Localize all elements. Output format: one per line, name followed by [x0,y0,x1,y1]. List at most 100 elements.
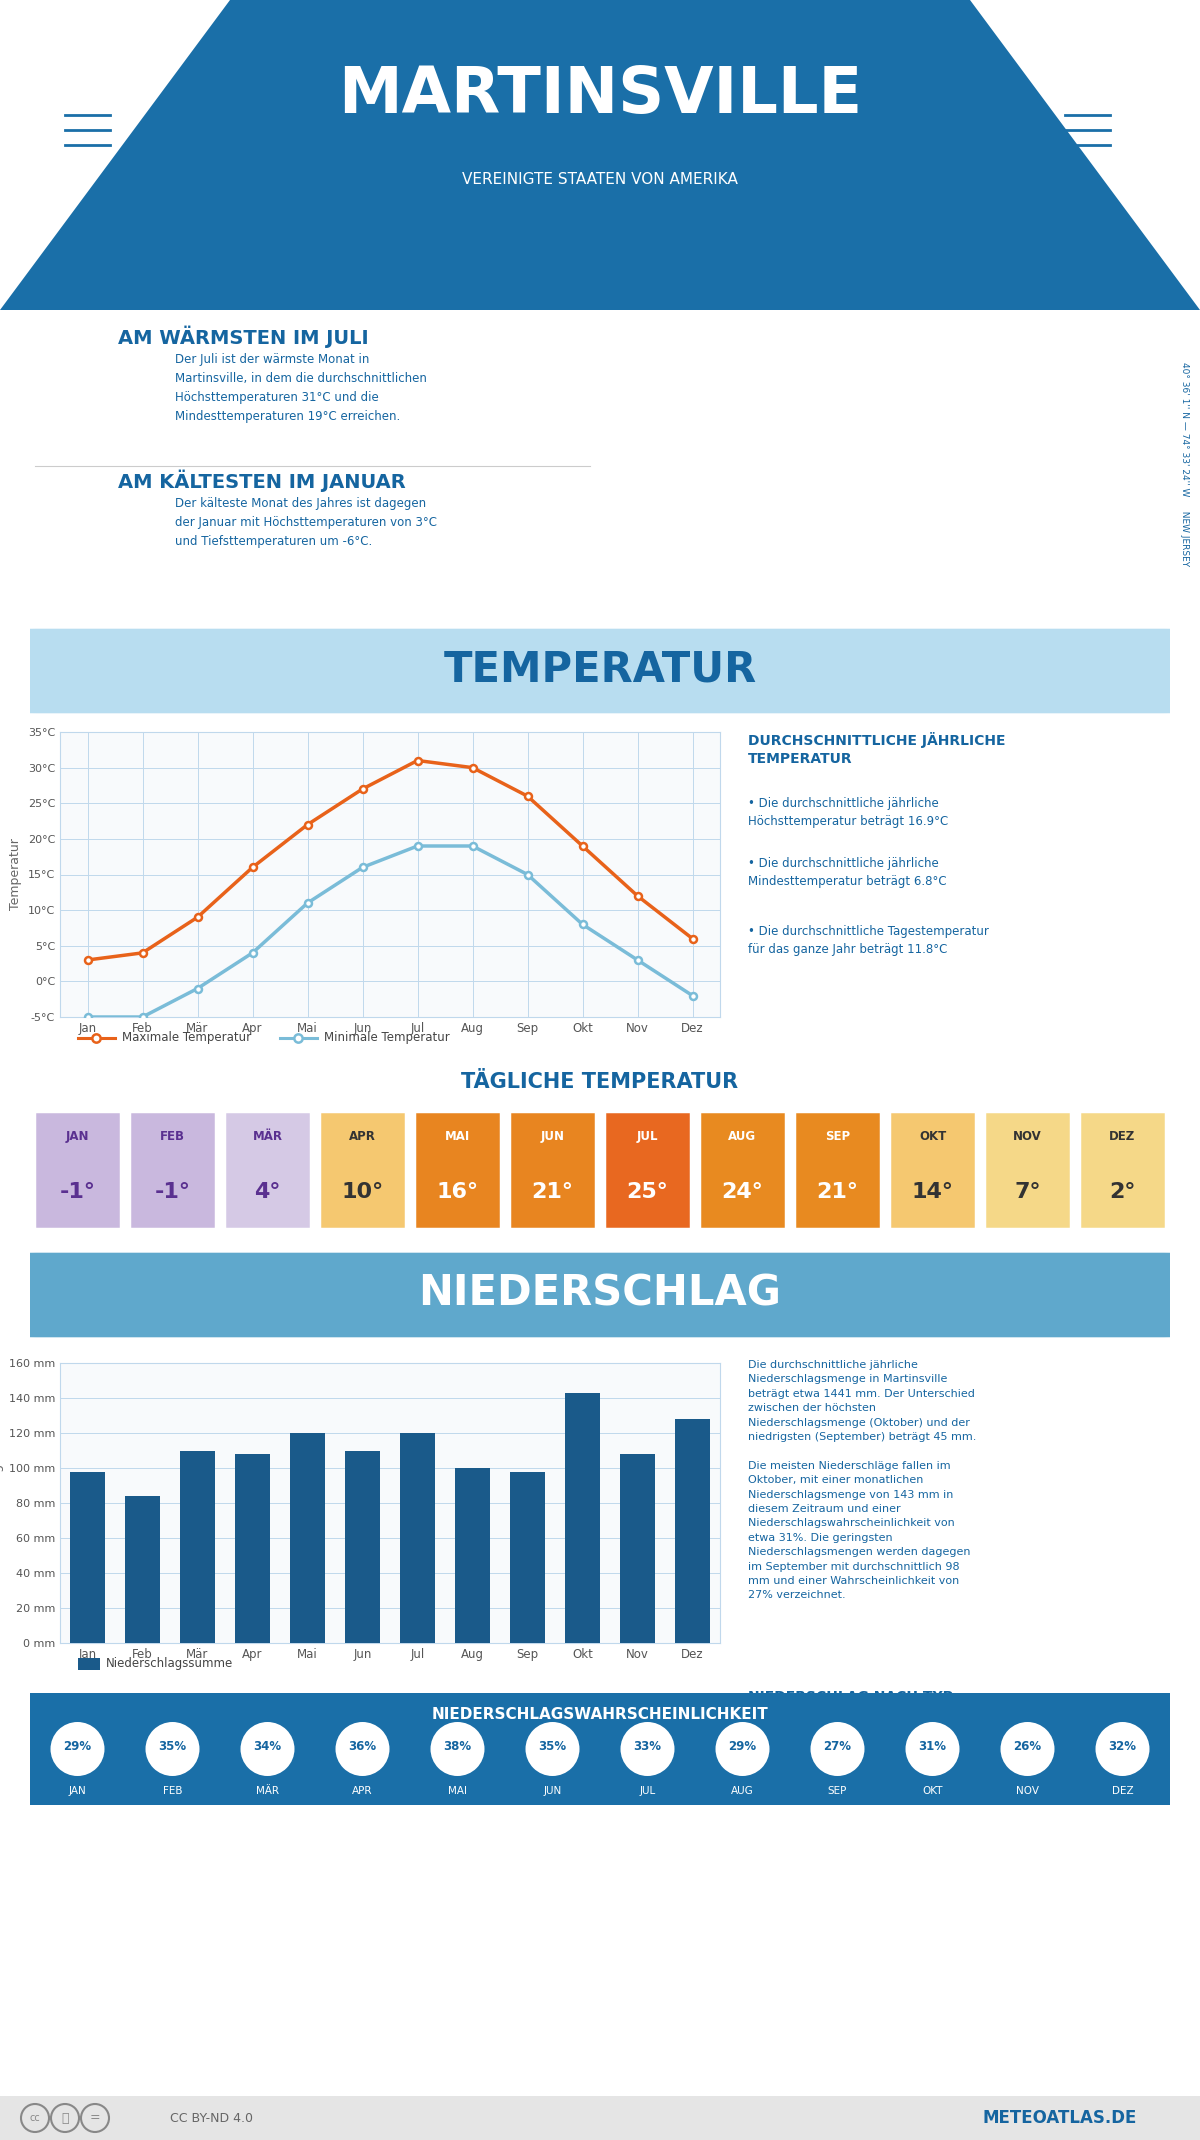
Bar [78,1658,100,1669]
Text: FEB: FEB [163,1787,182,1795]
Circle shape [1096,1723,1150,1776]
Bar [794,1111,881,1228]
Text: DURCHSCHNITTLICHE JÄHRLICHE
TEMPERATUR: DURCHSCHNITTLICHE JÄHRLICHE TEMPERATUR [748,732,1006,766]
Bar [1079,1111,1166,1228]
Text: CC BY-ND 4.0: CC BY-ND 4.0 [170,2112,253,2125]
Text: -1°: -1° [155,1181,191,1203]
Text: 7°: 7° [1014,1181,1040,1203]
Text: 25°: 25° [626,1181,668,1203]
Text: MÄR: MÄR [252,1130,282,1143]
Text: 29%: 29% [728,1740,756,1753]
Text: DEZ: DEZ [1111,1787,1133,1795]
Text: • Schnee: 10%: • Schnee: 10% [748,1742,835,1757]
Bar [319,1111,406,1228]
Bar [71,1472,104,1644]
Text: Die durchschnittliche jährliche
Niederschlagsmenge in Martinsville
beträgt etwa : Die durchschnittliche jährliche Niedersc… [748,1361,977,1601]
Text: APR: APR [353,1787,373,1795]
Bar [984,1111,1072,1228]
Text: 4°: 4° [254,1181,281,1203]
Circle shape [50,1723,104,1776]
Text: 21°: 21° [532,1181,574,1203]
Text: MAI: MAI [445,1130,470,1143]
Text: NIEDERSCHLAG: NIEDERSCHLAG [419,1271,781,1314]
Bar [235,1453,270,1644]
Text: NOV: NOV [1016,1787,1039,1795]
Text: • Regen: 90%: • Regen: 90% [748,1714,829,1727]
Text: AM KÄLTESTEN IM JANUAR: AM KÄLTESTEN IM JANUAR [118,471,406,492]
Text: 35%: 35% [539,1740,566,1753]
Circle shape [715,1723,769,1776]
Text: • Die durchschnittliche jährliche
Höchsttemperatur beträgt 16.9°C: • Die durchschnittliche jährliche Höchst… [748,796,948,828]
Bar [34,1111,121,1228]
Text: JUN: JUN [544,1787,562,1795]
Text: Maximale Temperatur: Maximale Temperatur [122,1031,251,1044]
Text: VEREINIGTE STAATEN VON AMERIKA: VEREINIGTE STAATEN VON AMERIKA [462,173,738,188]
Bar [401,1434,434,1644]
Text: MAI: MAI [448,1787,467,1795]
Bar [128,1111,216,1228]
Text: 2°: 2° [1109,1181,1135,1203]
Circle shape [620,1723,674,1776]
Text: SEP: SEP [828,1787,847,1795]
Bar [290,1434,324,1644]
FancyBboxPatch shape [1,629,1199,713]
Polygon shape [970,0,1200,310]
Text: TÄGLICHE TEMPERATUR: TÄGLICHE TEMPERATUR [462,1072,738,1091]
Text: -1°: -1° [60,1181,96,1203]
Text: 31%: 31% [918,1740,947,1753]
Text: 27%: 27% [823,1740,852,1753]
Text: cc: cc [30,2112,41,2123]
Bar [126,1496,160,1644]
Circle shape [336,1723,390,1776]
Text: Minimale Temperatur: Minimale Temperatur [324,1031,450,1044]
Text: Der Juli ist der wärmste Monat in
Martinsville, in dem die durchschnittlichen
Hö: Der Juli ist der wärmste Monat in Martin… [175,353,427,424]
Circle shape [1001,1723,1055,1776]
Bar [698,1111,786,1228]
Text: 34%: 34% [253,1740,282,1753]
Y-axis label: Temperatur: Temperatur [10,839,23,910]
Text: MÄR: MÄR [256,1787,278,1795]
Text: MARTINSVILLE: MARTINSVILLE [338,64,862,126]
Text: 26%: 26% [1014,1740,1042,1753]
Bar [346,1451,379,1644]
Text: OKT: OKT [923,1787,943,1795]
Text: 36%: 36% [348,1740,377,1753]
Circle shape [431,1723,485,1776]
Bar [456,1468,490,1644]
Text: NOV: NOV [1013,1130,1042,1143]
Text: JAN: JAN [66,1130,89,1143]
Bar [620,1453,654,1644]
Bar [224,1111,311,1228]
Circle shape [240,1723,294,1776]
Text: 38%: 38% [444,1740,472,1753]
Text: NIEDERSCHLAG NACH TYP: NIEDERSCHLAG NACH TYP [748,1691,953,1703]
Bar [565,1393,600,1644]
Bar [889,1111,977,1228]
Text: 10°: 10° [341,1181,384,1203]
Text: 21°: 21° [816,1181,858,1203]
Text: AUG: AUG [728,1130,756,1143]
Text: JUL: JUL [637,1130,659,1143]
Circle shape [810,1723,864,1776]
Text: JUL: JUL [640,1787,655,1795]
FancyBboxPatch shape [1,1252,1199,1338]
Text: 40° 36' 1'' N — 74° 33' 24'' W     NEW JERSEY: 40° 36' 1'' N — 74° 33' 24'' W NEW JERSE… [1181,362,1189,567]
Text: 29%: 29% [64,1740,91,1753]
Text: Niederschlagssumme: Niederschlagssumme [106,1658,233,1671]
Text: JUN: JUN [540,1130,564,1143]
Text: 16°: 16° [437,1181,479,1203]
Text: • Die durchschnittliche jährliche
Mindesttemperatur beträgt 6.8°C: • Die durchschnittliche jährliche Mindes… [748,856,947,888]
Text: FEB: FEB [160,1130,185,1143]
Text: =: = [90,2112,101,2125]
Text: AUG: AUG [731,1787,754,1795]
Text: 14°: 14° [912,1181,954,1203]
Text: ⓘ: ⓘ [61,2112,68,2125]
Text: TEMPERATUR: TEMPERATUR [443,648,757,691]
Text: METEOATLAS.DE: METEOATLAS.DE [983,2110,1138,2127]
Polygon shape [0,0,230,310]
Y-axis label: Niederschlag: Niederschlag [0,1462,4,1545]
Text: 32%: 32% [1109,1740,1136,1753]
Text: AM WÄRMSTEN IM JULI: AM WÄRMSTEN IM JULI [118,325,368,349]
Text: JAN: JAN [68,1787,86,1795]
Circle shape [526,1723,580,1776]
